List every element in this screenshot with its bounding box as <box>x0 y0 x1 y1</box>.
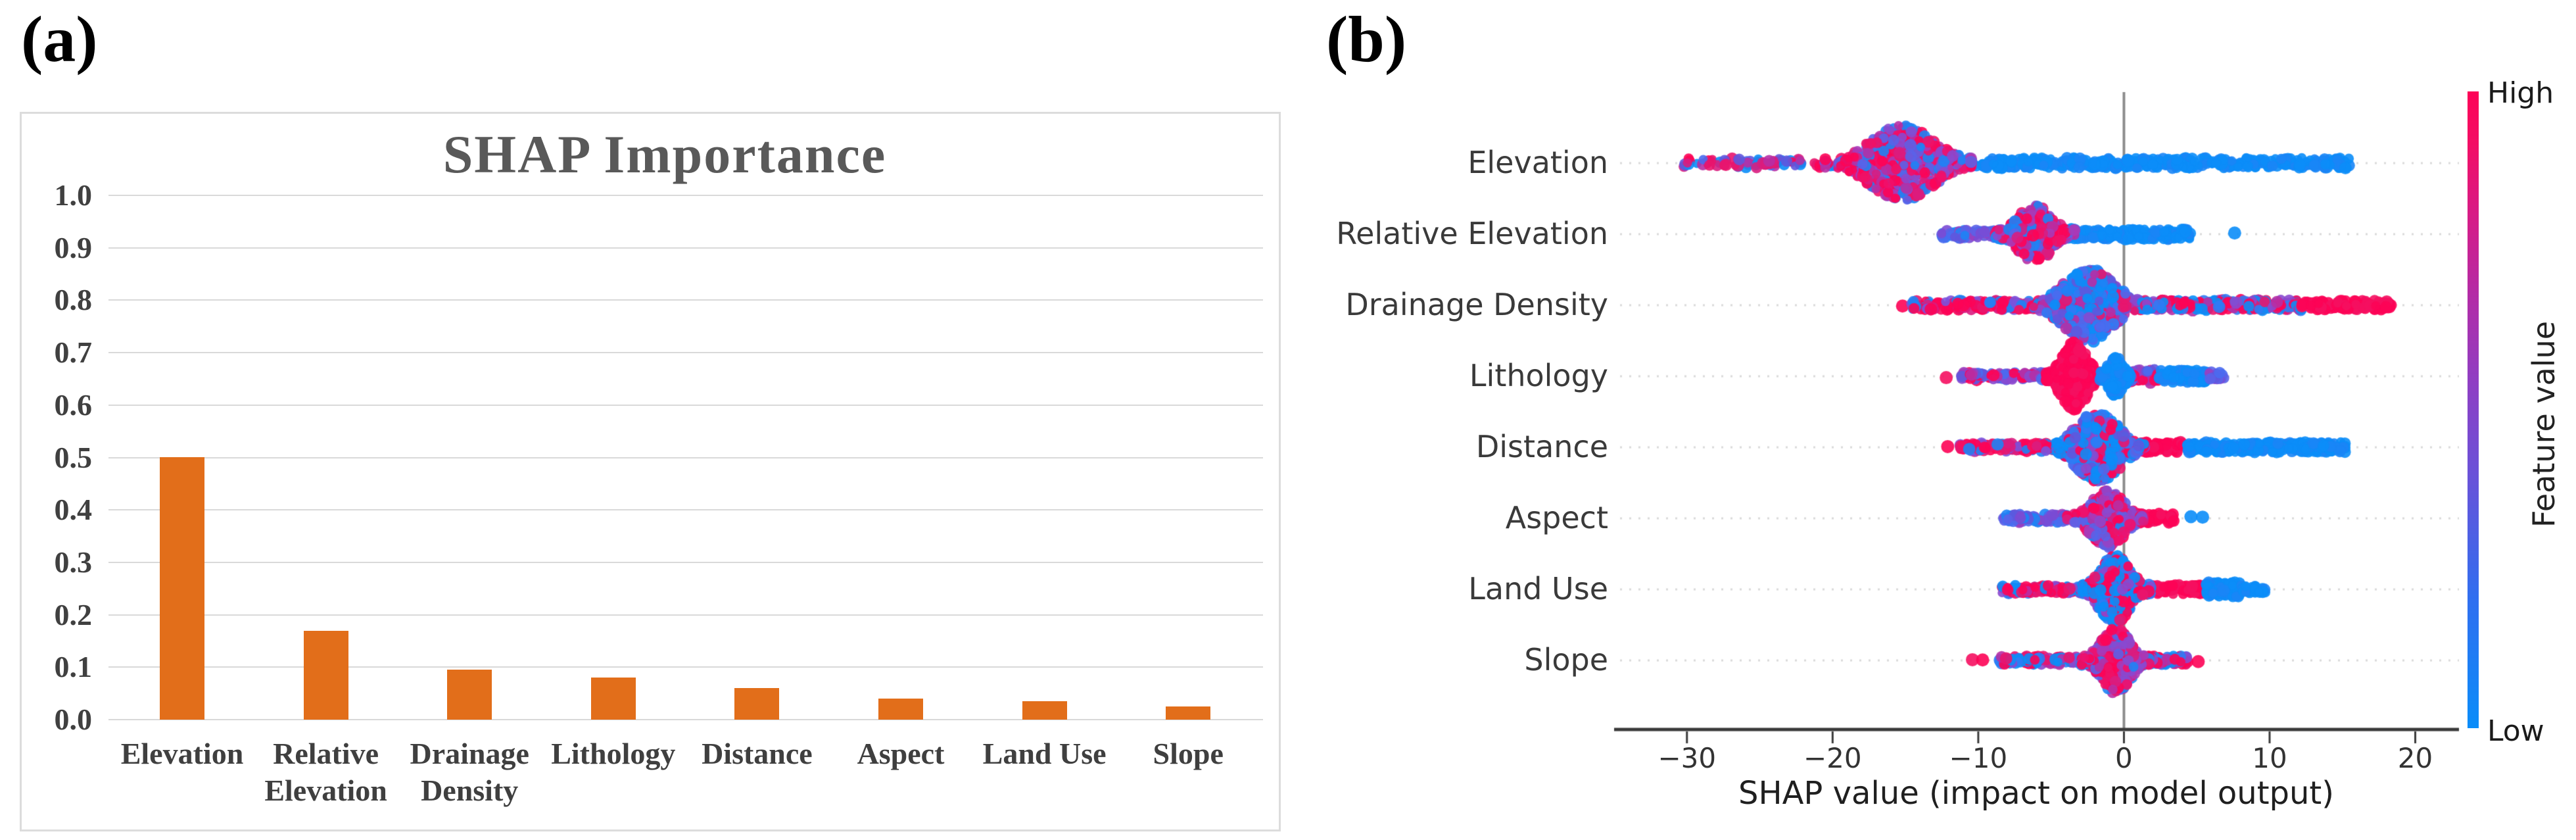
y-tick-label: 0.0 <box>54 703 93 736</box>
bar-chart-title: SHAP Importance <box>442 124 887 184</box>
category-label: Drainage Density <box>410 737 529 808</box>
bar-land-use <box>1022 701 1067 720</box>
gridline-0.9 <box>108 247 1263 249</box>
x-tick-label: 20 <box>2397 742 2433 774</box>
bar-relative-elevation <box>303 631 348 720</box>
beeswarm-x-axis-label: SHAP value (impact on model output) <box>1738 775 2334 812</box>
feature-value-colorbar <box>2468 91 2479 728</box>
x-tick-label: −20 <box>1803 742 1862 774</box>
category-label: Slope <box>1153 737 1224 770</box>
gridline-0.5 <box>108 457 1263 458</box>
x-tick-label: 0 <box>2115 742 2133 774</box>
feature-label-elevation: Elevation <box>1467 145 1608 180</box>
x-tick-label: 10 <box>2252 742 2287 774</box>
feature-label-slope: Slope <box>1524 642 1608 678</box>
bar-chart-frame <box>20 112 1281 831</box>
y-tick-label: 0.9 <box>54 230 93 264</box>
bar-distance <box>734 688 780 720</box>
x-tick-label: −10 <box>1949 742 2008 774</box>
y-tick-label: 0.5 <box>54 440 93 474</box>
gridline-0.7 <box>108 352 1263 354</box>
x-tick-label: −30 <box>1658 742 1717 774</box>
feature-label-lithology: Lithology <box>1469 358 1608 393</box>
feature-label-distance: Distance <box>1475 429 1608 464</box>
y-tick-label: 1.0 <box>54 178 93 212</box>
colorbar-title: Feature value <box>2526 320 2562 528</box>
feature-label-land-use: Land Use <box>1468 571 1608 606</box>
bar-chart-plot: 1.0 0.9 0.8 0.7 0.6 0.5 0.4 0.3 0.2 0.1 0.0 Elevati… <box>54 178 1263 808</box>
feature-label-relative-elevation: Relative Elevation <box>1336 216 1608 251</box>
category-label: Land Use <box>982 737 1107 770</box>
bar-aspect <box>878 699 923 720</box>
gridline-1.0 <box>108 195 1263 196</box>
gridline-0.8 <box>108 299 1263 301</box>
gridline-0.6 <box>108 404 1263 406</box>
gridline-0.4 <box>108 509 1263 511</box>
y-tick-label: 0.7 <box>54 335 93 370</box>
gridline-0.3 <box>108 561 1263 563</box>
category-label: Lithology <box>551 737 676 770</box>
category-label: Elevation <box>120 737 244 770</box>
gridline-0.1 <box>108 666 1263 668</box>
category-label: Relative Elevation <box>264 737 387 808</box>
beeswarm-canvas <box>1288 0 2576 840</box>
bar-lithology <box>590 678 636 720</box>
y-tick-label: 0.1 <box>54 650 93 684</box>
gridline-0.2 <box>108 614 1263 616</box>
y-tick-label: 0.2 <box>54 597 93 631</box>
feature-label-aspect: Aspect <box>1505 500 1608 535</box>
category-label: Distance <box>702 737 813 770</box>
y-tick-label: 0.8 <box>54 283 93 317</box>
y-tick-label: 0.6 <box>54 387 93 422</box>
bar-slope <box>1166 706 1211 720</box>
bar-elevation <box>160 457 204 720</box>
bar-drainage-density <box>447 670 492 720</box>
panel-a-label: (a) <box>21 3 98 76</box>
feature-label-drainage-density: Drainage Density <box>1345 287 1608 322</box>
y-tick-label: 0.4 <box>54 493 93 527</box>
gridline-0.0 <box>108 719 1263 720</box>
y-tick-label: 0.3 <box>54 545 93 579</box>
panel-a: (a) SHAP Importance 1.0 0.9 0.8 0.7 0.6 0.5 0.… <box>20 3 1281 831</box>
category-label: Aspect <box>857 737 945 770</box>
colorbar-low-label: Low <box>2487 714 2544 748</box>
colorbar-high-label: High <box>2487 76 2554 110</box>
